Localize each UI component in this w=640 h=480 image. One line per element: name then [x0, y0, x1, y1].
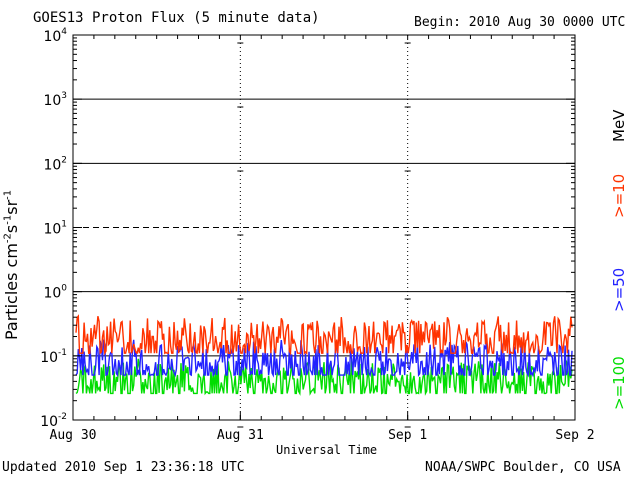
y-tick-label: 10-2 — [40, 412, 67, 430]
x-axis-label: Universal Time — [276, 443, 378, 457]
series-line — [75, 339, 573, 378]
legend-10mev: >=10 — [610, 173, 628, 218]
y-tick-label: 102 — [43, 155, 67, 173]
x-tick-label: Aug 31 — [217, 428, 264, 443]
series-line — [75, 358, 573, 396]
legend-50mev: >=50 — [610, 267, 628, 312]
y-tick-label: 101 — [43, 220, 67, 238]
y-tick-label: 100 — [43, 284, 67, 302]
y-tick-label: 10-1 — [40, 348, 67, 366]
x-tick-label: Aug 30 — [50, 428, 97, 443]
y-tick-label: 103 — [43, 91, 67, 109]
begin-time: Begin: 2010 Aug 30 0000 UTC — [414, 15, 626, 30]
y-tick-label: 104 — [43, 27, 67, 45]
x-tick-label: Sep 2 — [555, 428, 594, 443]
x-tick-label: Sep 1 — [388, 428, 427, 443]
credit-text: NOAA/SWPC Boulder, CO USA — [425, 460, 621, 475]
legend-unit: MeV — [610, 109, 628, 142]
chart-title: GOES13 Proton Flux (5 minute data) — [33, 10, 320, 26]
legend-100mev: >=100 — [610, 356, 628, 410]
series-line — [75, 314, 573, 356]
updated-timestamp: Updated 2010 Sep 1 23:36:18 UTC — [2, 460, 245, 475]
